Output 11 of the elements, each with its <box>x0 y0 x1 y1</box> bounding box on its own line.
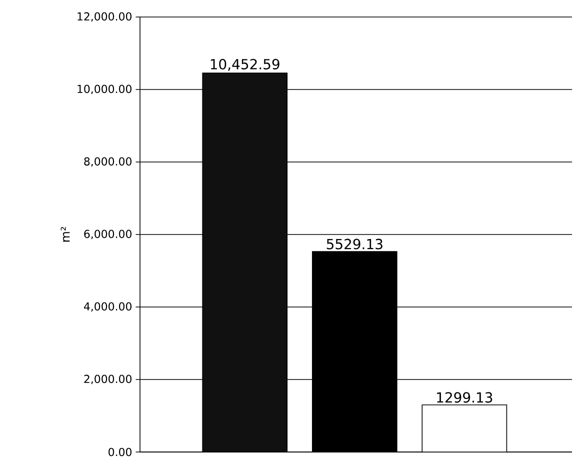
y-tick-label: 10,000.00 <box>78 84 132 94</box>
y-tick-label: 8,000.00 <box>84 157 132 167</box>
y-tick-label: 12,000.00 <box>78 12 132 22</box>
y-tick-label: 6,000.00 <box>84 230 132 240</box>
data-label: 10,452.59 <box>210 58 280 71</box>
y-axis-title: m² <box>60 227 70 242</box>
y-tick-label: 2,000.00 <box>84 374 132 384</box>
y-tick-label: 0.00 <box>108 448 132 456</box>
y-tick-label: 4,000.00 <box>84 302 132 312</box>
data-label: 1299.13 <box>437 392 492 403</box>
data-label: 5529.13 <box>326 238 382 250</box>
